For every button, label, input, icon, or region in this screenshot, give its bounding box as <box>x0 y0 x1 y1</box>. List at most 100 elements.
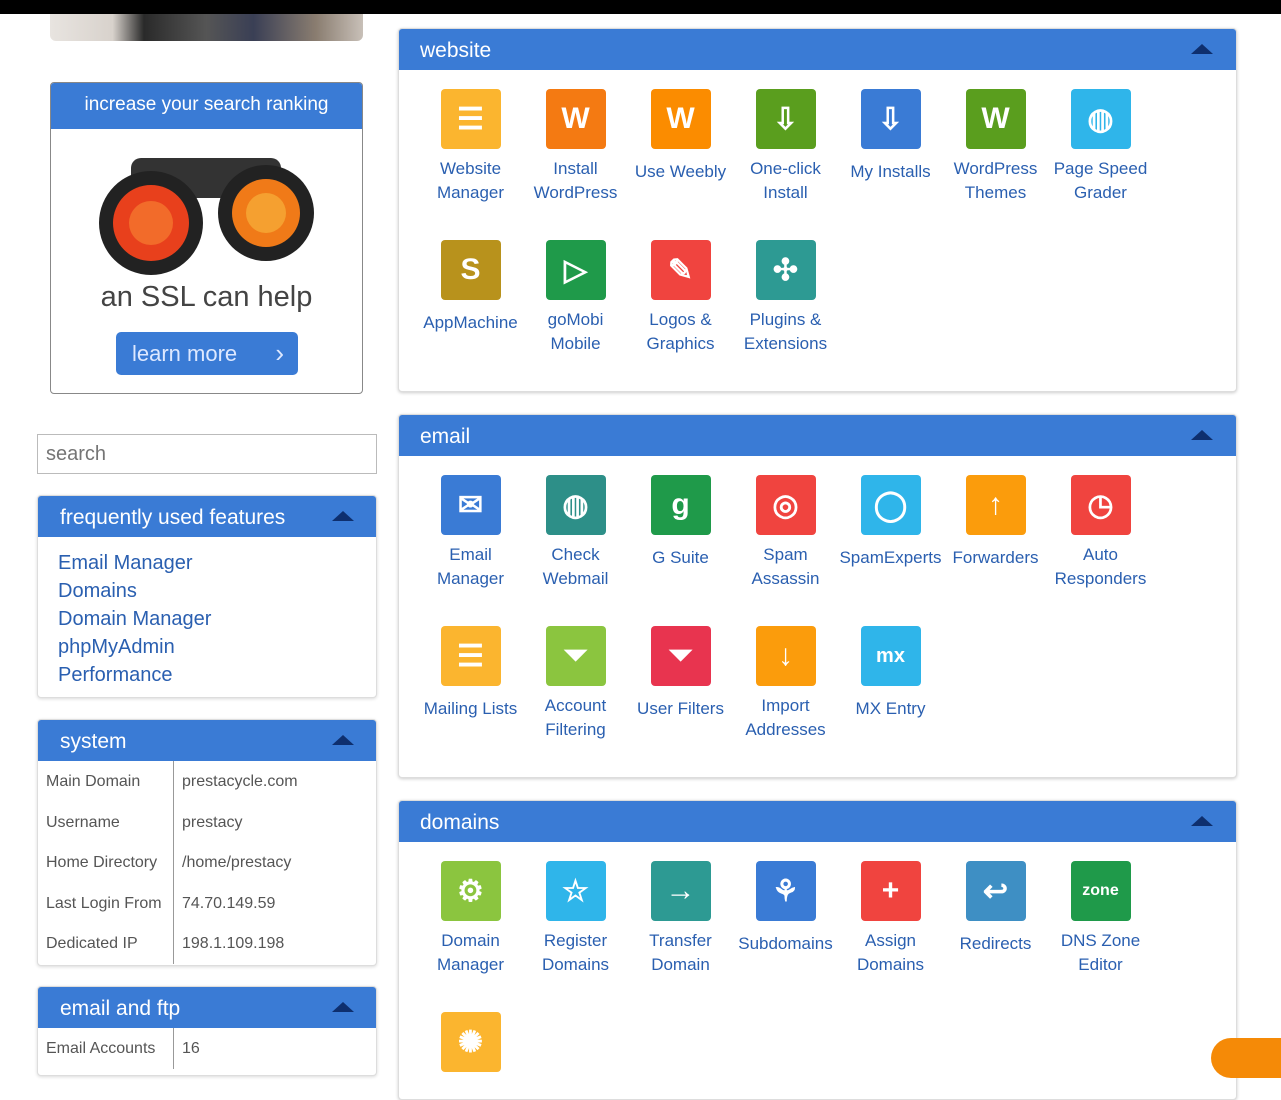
tool-page-speed[interactable]: ◍ Page Speed Grader <box>1048 89 1153 205</box>
panel-email: email ✉ Email Manager ◍ Check Webmail g G Suit… <box>398 414 1237 778</box>
transfer-domain-icon: → <box>650 861 711 921</box>
tool-install-wordpress[interactable]: W Install WordPress <box>523 89 628 205</box>
tool-label: My Installs <box>850 162 931 181</box>
install-wordpress-icon: W <box>545 89 606 149</box>
frequent-features-header[interactable]: frequently used features <box>38 496 376 537</box>
import-addresses-icon: ↓ <box>755 626 816 686</box>
info-row: Last Login From 74.70.149.59 <box>38 882 376 923</box>
search-input[interactable] <box>37 434 377 474</box>
user-filters-icon: ⏷ <box>650 626 711 686</box>
tool-assign-domains[interactable]: + Assign Domains <box>838 861 943 977</box>
tool-label: Subdomains <box>738 934 833 953</box>
panel-header[interactable]: website <box>399 29 1236 70</box>
info-row: Username prestacy <box>38 801 376 842</box>
tool-appmachine[interactable]: S AppMachine <box>418 240 523 335</box>
info-row: Email Accounts 16 <box>38 1028 376 1069</box>
collapse-icon[interactable] <box>332 511 354 521</box>
frequent-feature-link[interactable]: phpMyAdmin <box>58 636 175 658</box>
tool-one-click-install[interactable]: ⇩ One-click Install <box>733 89 838 205</box>
subdomains-icon: ⚘ <box>755 861 816 921</box>
tool-label: Install WordPress <box>533 159 618 202</box>
tool-label: Account Filtering <box>544 696 607 739</box>
system-header[interactable]: system <box>38 720 376 761</box>
tool-mx-entry[interactable]: mx MX Entry <box>838 626 943 721</box>
tool-domain-manager[interactable]: ⚙ Domain Manager <box>418 861 523 977</box>
info-row: Home Directory/home/prestacy <box>38 842 376 883</box>
tool-label: Register Domains <box>541 931 610 974</box>
appmachine-icon: S <box>440 240 501 300</box>
spam-assassin-icon: ◎ <box>755 475 816 535</box>
tool-label: Mailing Lists <box>423 699 518 718</box>
domain-tool-icon: ✺ <box>440 1012 501 1072</box>
info-value: 74.70.149.59 <box>182 894 276 912</box>
tool-user-filters[interactable]: ⏷ User Filters <box>628 626 733 721</box>
tool-register-domains[interactable]: ☆ Register Domains <box>523 861 628 977</box>
webmail-icon: ◍ <box>545 475 606 535</box>
tool-label: Plugins & Extensions <box>743 310 828 353</box>
tool-g-suite[interactable]: g G Suite <box>628 475 733 570</box>
tool-wordpress-themes[interactable]: W WordPress Themes <box>943 89 1048 205</box>
tool-transfer-domain[interactable]: → Transfer Domain <box>628 861 733 977</box>
tool-label: G Suite <box>652 548 709 567</box>
page-speed-icon: ◍ <box>1070 89 1131 149</box>
tool-spamexperts[interactable]: ◯ SpamExperts <box>838 475 943 570</box>
email-ftp-header[interactable]: email and ftp <box>38 987 376 1028</box>
frequent-features-box: frequently used features Email Manager Do… <box>37 495 377 698</box>
tool-mailing-lists[interactable]: ☰ Mailing Lists <box>418 626 523 721</box>
tool-website-manager[interactable]: ☰ Website Manager <box>418 89 523 205</box>
weebly-icon: W <box>650 89 711 149</box>
collapse-icon[interactable] <box>1191 816 1213 826</box>
domain-manager-icon: ⚙ <box>440 861 501 921</box>
tool-label: Email Manager <box>436 545 505 588</box>
spamexperts-icon: ◯ <box>860 475 921 535</box>
frequent-feature-link[interactable]: Domains <box>58 580 137 602</box>
tool-dns-zone-editor[interactable]: zone DNS Zone Editor <box>1048 861 1153 977</box>
binoculars-image <box>99 158 314 275</box>
collapse-icon[interactable] <box>1191 430 1213 440</box>
info-label: Username <box>38 801 174 842</box>
tool-domain-tool[interactable]: ✺ <box>418 1012 523 1083</box>
tool-plugins[interactable]: ✣ Plugins & Extensions <box>733 240 838 356</box>
email-ftp-box: email and ftp Email Accounts 16 <box>37 986 377 1076</box>
tool-weebly[interactable]: W Use Weebly <box>628 89 733 184</box>
frequent-feature-link[interactable]: Email Manager <box>58 552 193 574</box>
tool-forwarders[interactable]: ↑ Forwarders <box>943 475 1048 570</box>
tool-spam-assassin[interactable]: ◎ Spam Assassin <box>733 475 838 591</box>
info-label: Main Domain <box>38 761 174 802</box>
tool-redirects[interactable]: ↩ Redirects <box>943 861 1048 956</box>
tool-label: MX Entry <box>855 699 926 718</box>
chat-button[interactable] <box>1211 1038 1281 1078</box>
ad-tagline: an SSL can help <box>100 281 313 313</box>
tool-subdomains[interactable]: ⚘ Subdomains <box>733 861 838 956</box>
frequent-feature-link[interactable]: Domain Manager <box>58 608 212 630</box>
tool-label: goMobi Mobile <box>547 310 604 353</box>
tool-account-filtering[interactable]: ⏷ Account Filtering <box>523 626 628 742</box>
panel-website: website ☰ Website Manager W Install WordPres… <box>398 28 1237 392</box>
tool-label: Auto Responders <box>1054 545 1147 588</box>
tool-logos-graphics[interactable]: ✎ Logos & Graphics <box>628 240 733 356</box>
learn-more-button[interactable]: learn more › <box>116 332 298 375</box>
collapse-icon[interactable] <box>1191 44 1213 54</box>
tool-email-manager[interactable]: ✉ Email Manager <box>418 475 523 591</box>
account-filtering-icon: ⏷ <box>545 626 606 686</box>
my-installs-icon: ⇩ <box>860 89 921 149</box>
ssl-ad[interactable]: increase your search ranking an SSL can … <box>50 82 363 394</box>
tool-my-installs[interactable]: ⇩ My Installs <box>838 89 943 184</box>
tool-webmail[interactable]: ◍ Check Webmail <box>523 475 628 591</box>
collapse-icon[interactable] <box>332 1002 354 1012</box>
tool-label: Website Manager <box>436 159 505 202</box>
box-title: frequently used features <box>60 506 286 529</box>
info-value: prestacy <box>182 813 243 831</box>
tool-import-addresses[interactable]: ↓ Import Addresses <box>733 626 838 742</box>
info-value: 16 <box>182 1040 200 1057</box>
tool-auto-responders[interactable]: ◷ Auto Responders <box>1048 475 1153 591</box>
dns-zone-editor-icon: zone <box>1070 861 1131 921</box>
frequent-feature-link[interactable]: Performance <box>58 664 173 686</box>
tool-gomobi[interactable]: ▷ goMobi Mobile <box>523 240 628 356</box>
panel-header[interactable]: email <box>399 415 1236 456</box>
collapse-icon[interactable] <box>332 735 354 745</box>
panel-header[interactable]: domains <box>399 801 1236 842</box>
tool-label: WordPress Themes <box>953 159 1038 202</box>
tool-label: Import Addresses <box>745 696 826 739</box>
top-bar <box>0 0 1281 14</box>
